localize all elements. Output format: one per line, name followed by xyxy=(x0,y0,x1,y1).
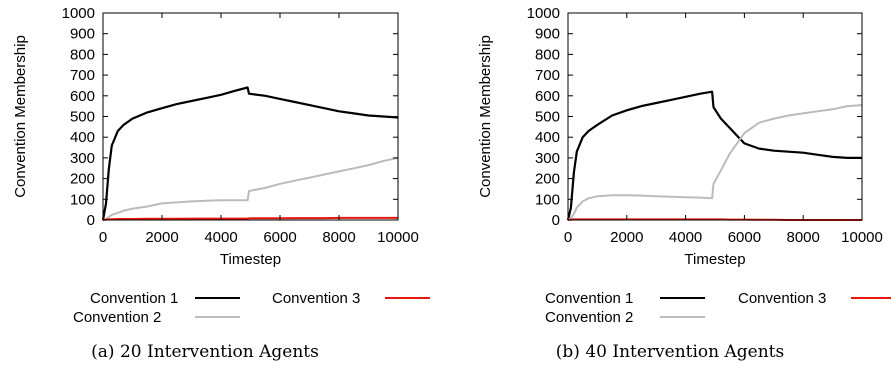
y-tick-label: 900 xyxy=(70,26,95,43)
x-tick-label: 8000 xyxy=(322,229,355,246)
legend-label-series-1: Convention 1 xyxy=(545,290,633,307)
chart-a-x-ticks: 0 2000 4000 6000 8000 10000 xyxy=(99,13,419,246)
y-tick-label: 1000 xyxy=(62,5,95,22)
chart-b-caption: (b) 40 Intervention Agents xyxy=(556,342,784,362)
y-tick-label: 300 xyxy=(535,150,560,167)
chart-a-y-ticks: 0 100 200 300 400 500 600 700 800 900 1000 xyxy=(62,5,398,229)
legend-label-series-2: Convention 2 xyxy=(73,309,161,326)
chart-b-y-ticks: 0 100 200 300 400 500 600 700 800 900 1000 xyxy=(527,5,862,229)
x-tick-label: 6000 xyxy=(728,229,761,246)
y-tick-label: 100 xyxy=(535,191,560,208)
chart-a-x-axis-label: Timestep xyxy=(220,251,281,268)
chart-b-y-axis-label: Convention Membership xyxy=(477,35,494,198)
chart-b-series-lines xyxy=(566,90,863,221)
x-tick-label: 0 xyxy=(564,229,572,246)
y-tick-label: 800 xyxy=(535,46,560,63)
y-tick-label: 600 xyxy=(70,88,95,105)
x-tick-label: 8000 xyxy=(787,229,820,246)
legend-label-series-3: Convention 3 xyxy=(738,290,826,307)
chart-a-series-lines xyxy=(101,86,399,221)
chart-a-series-2-line xyxy=(102,156,399,221)
chart-a-series-1-line xyxy=(101,86,399,221)
legend-label-series-3: Convention 3 xyxy=(272,290,360,307)
y-tick-label: 700 xyxy=(70,67,95,84)
x-tick-label: 4000 xyxy=(669,229,702,246)
y-tick-label: 800 xyxy=(70,46,95,63)
y-tick-label: 1000 xyxy=(527,5,560,22)
chart-b-x-axis-label: Timestep xyxy=(684,251,745,268)
y-tick-label: 700 xyxy=(535,67,560,84)
y-tick-label: 100 xyxy=(70,191,95,208)
y-tick-label: 500 xyxy=(70,109,95,126)
x-tick-label: 10000 xyxy=(377,229,419,246)
y-tick-label: 400 xyxy=(535,129,560,146)
chart-b-x-ticks: 0 2000 4000 6000 8000 10000 xyxy=(564,13,883,246)
chart-b-series-2-line xyxy=(567,104,863,221)
y-tick-label: 400 xyxy=(70,129,95,146)
chart-a-series-3-line xyxy=(102,216,398,221)
y-tick-label: 200 xyxy=(70,171,95,188)
x-tick-label: 2000 xyxy=(610,229,643,246)
x-tick-label: 4000 xyxy=(204,229,237,246)
chart-a-y-axis-label: Convention Membership xyxy=(12,35,29,198)
x-tick-label: 0 xyxy=(99,229,107,246)
chart-b-legend: Convention 1 Convention 2 Convention 3 xyxy=(545,290,891,326)
legend-label-series-2: Convention 2 xyxy=(545,309,633,326)
x-tick-label: 6000 xyxy=(263,229,296,246)
y-tick-label: 0 xyxy=(552,212,560,229)
chart-a-caption: (a) 20 Intervention Agents xyxy=(91,342,319,362)
chart-panel-a: 0 2000 4000 6000 8000 10000 0 100 200 300 400 500 6… xyxy=(12,5,430,362)
chart-panel-b: 0 2000 4000 6000 8000 10000 0 100 200 300 400 500 6… xyxy=(477,5,891,362)
chart-a-legend: Convention 1 Convention 2 Convention 3 xyxy=(73,290,430,326)
chart-b-series-1-line xyxy=(566,90,862,221)
y-tick-label: 0 xyxy=(87,212,95,229)
y-tick-label: 900 xyxy=(535,26,560,43)
x-tick-label: 10000 xyxy=(841,229,883,246)
y-tick-label: 300 xyxy=(70,150,95,167)
y-tick-label: 500 xyxy=(535,109,560,126)
legend-label-series-1: Convention 1 xyxy=(90,290,178,307)
y-tick-label: 600 xyxy=(535,88,560,105)
chart-a-plot-frame xyxy=(102,12,399,221)
x-tick-label: 2000 xyxy=(145,229,178,246)
y-tick-label: 200 xyxy=(535,171,560,188)
